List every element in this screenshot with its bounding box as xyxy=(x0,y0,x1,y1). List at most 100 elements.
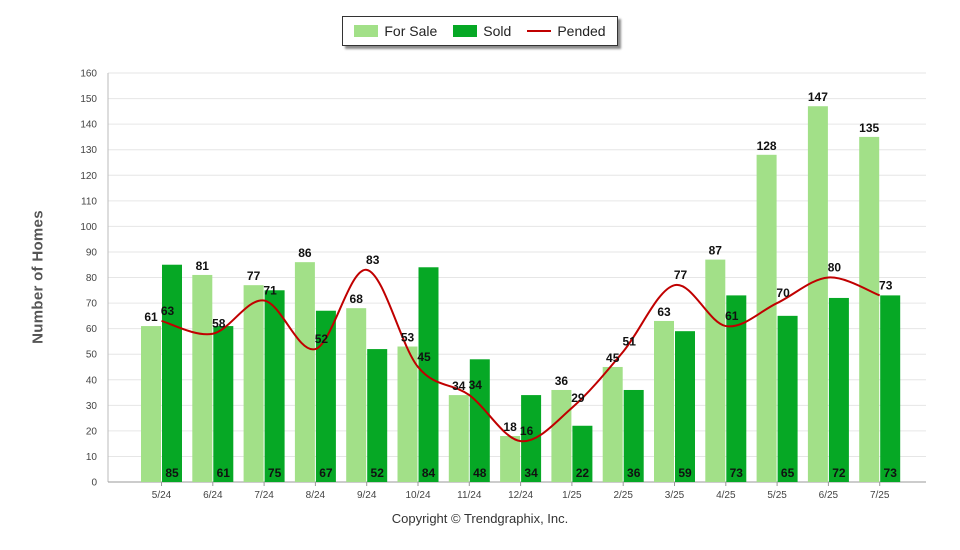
legend-swatch-for-sale xyxy=(354,25,379,37)
data-label-pended: 29 xyxy=(571,391,585,405)
x-tick-label: 3/25 xyxy=(665,490,685,501)
data-label-pended: 16 xyxy=(520,424,534,438)
y-axis-label: Number of Homes xyxy=(29,210,47,344)
y-tick-label: 160 xyxy=(80,69,97,80)
x-tick-label: 11/24 xyxy=(457,490,482,501)
bar-for-sale xyxy=(859,136,880,482)
x-tick-label: 6/24 xyxy=(203,490,223,501)
x-tick-label: 5/25 xyxy=(767,490,787,501)
x-tick-label: 6/25 xyxy=(819,490,839,501)
x-tick-label: 2/25 xyxy=(613,490,633,501)
data-label-pended: 77 xyxy=(674,268,688,282)
data-label-for-sale: 53 xyxy=(401,331,415,345)
bar-for-sale xyxy=(448,395,469,482)
data-label-pended: 58 xyxy=(212,317,226,331)
x-tick-label: 8/24 xyxy=(306,490,326,501)
bar-for-sale xyxy=(551,389,572,482)
x-tick-label: 9/24 xyxy=(357,490,377,501)
data-label-for-sale: 63 xyxy=(657,305,671,319)
legend-swatch-pended xyxy=(527,30,552,32)
data-label-pended: 80 xyxy=(828,261,842,275)
y-tick-label: 40 xyxy=(86,375,98,386)
data-label-for-sale: 45 xyxy=(606,351,620,365)
bar-for-sale xyxy=(654,320,674,482)
data-label-sold: 75 xyxy=(268,466,282,480)
bar-for-sale xyxy=(141,326,161,482)
data-label-for-sale: 87 xyxy=(709,244,723,258)
data-label-for-sale: 77 xyxy=(247,269,261,283)
legend: For Sale Sold Pended xyxy=(342,16,618,46)
y-tick-label: 100 xyxy=(80,222,97,233)
legend-label-for-sale: For Sale xyxy=(384,23,438,39)
y-tick-label: 130 xyxy=(80,145,97,156)
y-tick-label: 60 xyxy=(86,324,98,335)
bar-sold xyxy=(521,395,542,482)
bar-sold xyxy=(675,331,695,482)
x-tick-label: 12/24 xyxy=(508,490,533,501)
data-label-sold: 48 xyxy=(473,466,487,480)
bar-sold xyxy=(315,310,336,482)
x-tick-label: 7/24 xyxy=(254,490,274,501)
bar-sold xyxy=(264,290,285,482)
bar-sold xyxy=(828,297,849,482)
legend-item-pended: Pended xyxy=(527,23,606,39)
data-label-pended: 83 xyxy=(366,253,380,267)
data-label-for-sale: 128 xyxy=(757,139,777,153)
bar-sold xyxy=(572,425,593,482)
data-label-sold: 22 xyxy=(576,466,590,480)
bar-for-sale xyxy=(500,435,521,482)
y-tick-label: 70 xyxy=(86,299,98,310)
bar-sold xyxy=(623,389,644,482)
legend-item-sold: Sold xyxy=(453,23,511,39)
legend-label-sold: Sold xyxy=(483,23,512,39)
x-tick-label: 4/25 xyxy=(716,490,736,501)
x-tick-label: 7/25 xyxy=(870,490,890,501)
data-label-sold: 73 xyxy=(884,466,898,480)
data-label-pended: 73 xyxy=(879,278,893,292)
data-label-pended: 34 xyxy=(469,378,483,392)
bar-for-sale xyxy=(602,366,623,482)
bar-for-sale xyxy=(294,262,315,482)
bar-for-sale xyxy=(243,285,264,482)
legend-item-for-sale: For Sale xyxy=(354,23,437,39)
data-label-for-sale: 68 xyxy=(350,292,364,306)
bar-for-sale xyxy=(705,259,726,482)
data-label-sold: 72 xyxy=(832,466,846,480)
data-label-for-sale: 61 xyxy=(144,310,158,324)
x-tick-label: 1/25 xyxy=(562,490,582,501)
data-label-for-sale: 81 xyxy=(196,259,210,273)
y-tick-label: 30 xyxy=(86,401,98,412)
data-label-sold: 67 xyxy=(319,466,333,480)
bar-for-sale xyxy=(346,308,367,482)
data-label-pended: 70 xyxy=(776,286,790,300)
bar-sold xyxy=(213,326,234,482)
data-label-sold: 34 xyxy=(524,466,538,480)
data-label-pended: 45 xyxy=(417,350,431,364)
y-tick-label: 10 xyxy=(86,452,98,463)
x-tick-label: 5/24 xyxy=(152,490,172,501)
y-tick-label: 90 xyxy=(86,247,98,258)
data-label-pended: 61 xyxy=(725,309,739,323)
y-tick-label: 120 xyxy=(80,171,97,182)
bar-sold xyxy=(469,359,490,482)
y-tick-label: 110 xyxy=(81,196,97,207)
data-label-pended: 63 xyxy=(161,304,175,318)
line-pended xyxy=(161,268,881,443)
data-label-for-sale: 86 xyxy=(298,246,312,260)
data-label-sold: 84 xyxy=(422,466,436,480)
bar-sold xyxy=(777,315,798,482)
data-label-for-sale: 147 xyxy=(808,90,828,104)
data-label-sold: 59 xyxy=(678,466,692,480)
y-tick-label: 50 xyxy=(86,350,98,361)
y-tick-label: 140 xyxy=(80,120,97,131)
bar-for-sale xyxy=(807,106,828,482)
legend-swatch-sold xyxy=(453,25,478,37)
data-label-sold: 52 xyxy=(371,466,385,480)
bar-for-sale xyxy=(397,346,418,482)
data-label-for-sale: 135 xyxy=(859,121,879,135)
data-label-pended: 51 xyxy=(623,335,637,349)
bar-sold xyxy=(418,267,439,482)
bar-sold xyxy=(880,295,901,482)
